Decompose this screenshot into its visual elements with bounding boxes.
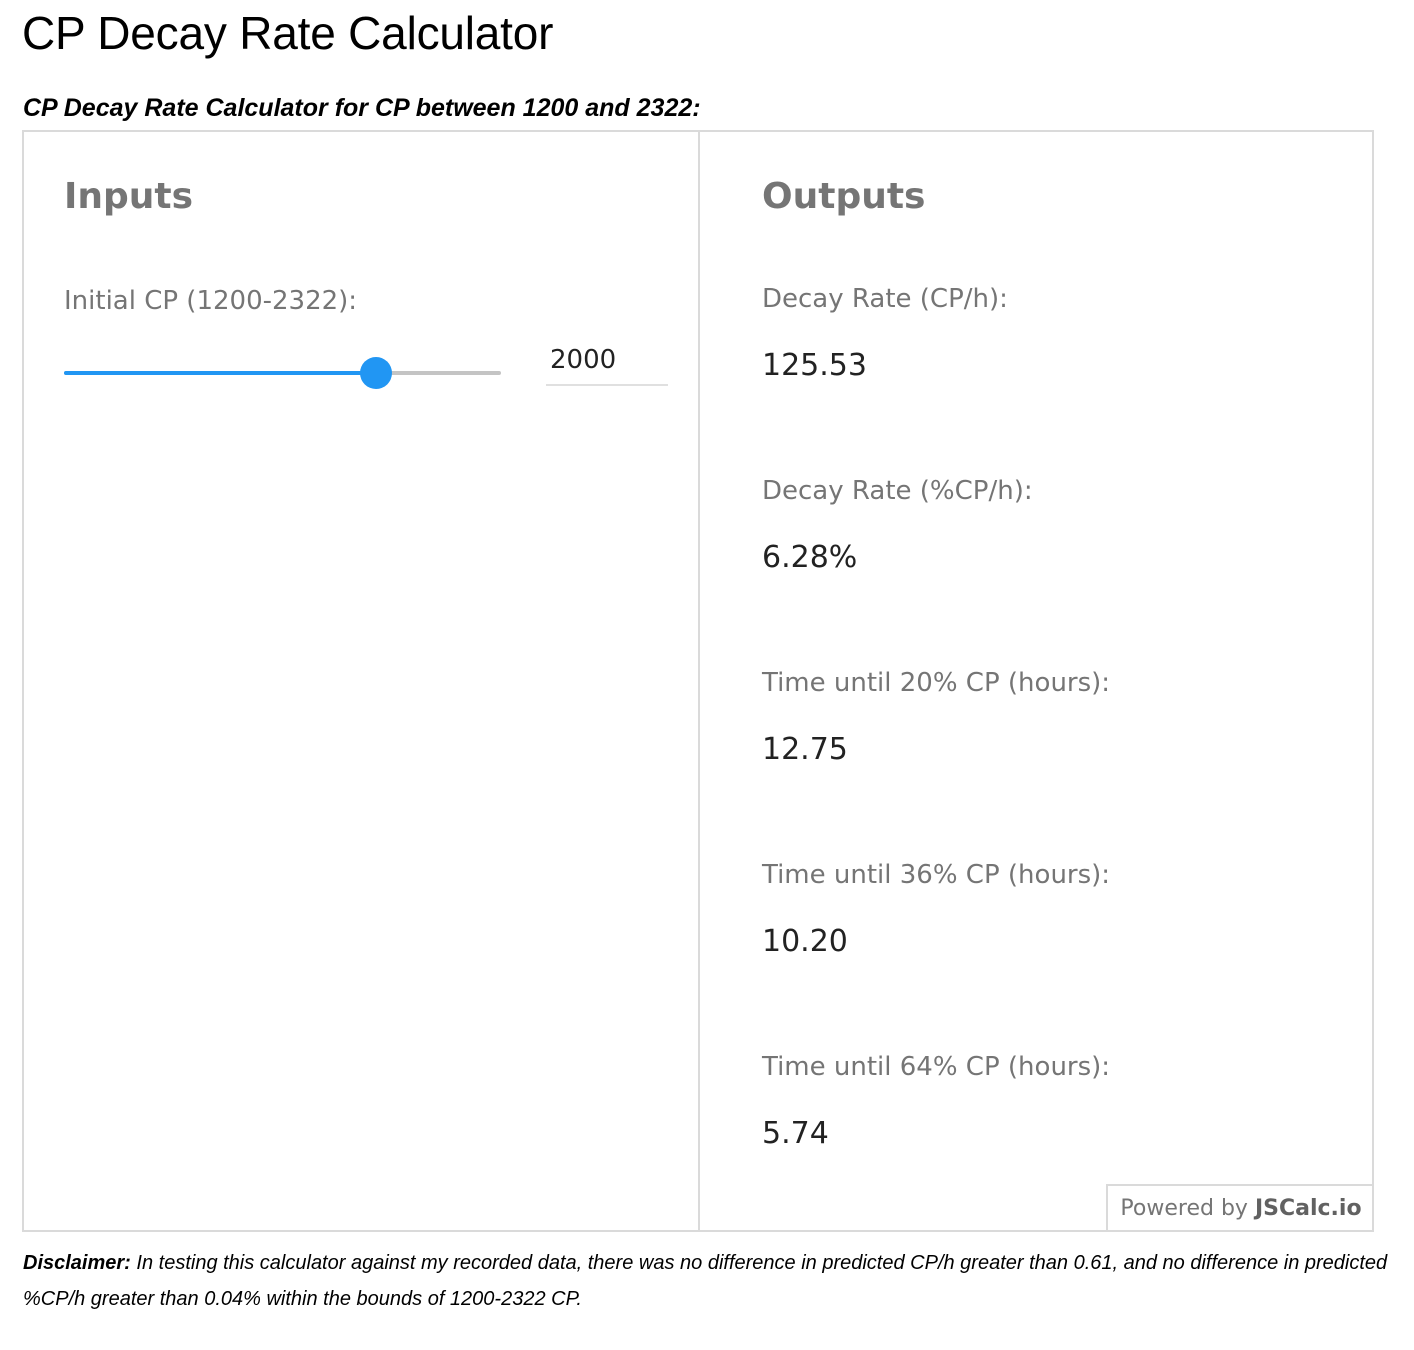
powered-by-prefix: Powered by xyxy=(1120,1195,1248,1221)
disclaimer: Disclaimer: In testing this calculator a… xyxy=(23,1245,1398,1317)
output-value: 5.74 xyxy=(762,1116,829,1151)
output-time-36: Time until 36% CP (hours): 10.20 xyxy=(762,860,1322,959)
calculator-frame: Inputs Initial CP (1200-2322): Outputs D… xyxy=(22,130,1374,1232)
initial-cp-label: Initial CP (1200-2322): xyxy=(64,286,358,316)
output-label: Time until 36% CP (hours): xyxy=(762,860,1111,890)
slider-fill xyxy=(64,371,376,375)
output-decay-rate-cp: Decay Rate (CP/h): 125.53 xyxy=(762,284,1322,383)
output-label: Decay Rate (%CP/h): xyxy=(762,476,1033,506)
outputs-heading: Outputs xyxy=(762,176,926,217)
output-value: 125.53 xyxy=(762,348,867,383)
initial-cp-slider[interactable] xyxy=(64,354,501,390)
output-decay-rate-percent: Decay Rate (%CP/h): 6.28% xyxy=(762,476,1322,575)
initial-cp-input[interactable] xyxy=(546,336,668,386)
inputs-panel: Inputs Initial CP (1200-2322): xyxy=(24,132,700,1230)
powered-by-link[interactable]: Powered by JSCalc.io xyxy=(1106,1184,1374,1230)
output-label: Time until 20% CP (hours): xyxy=(762,668,1111,698)
powered-by-brand: JSCalc.io xyxy=(1254,1195,1362,1221)
output-label: Time until 64% CP (hours): xyxy=(762,1052,1111,1082)
page-title: CP Decay Rate Calculator xyxy=(22,7,554,59)
inputs-heading: Inputs xyxy=(64,176,194,217)
output-time-64: Time until 64% CP (hours): 5.74 xyxy=(762,1052,1322,1151)
output-value: 12.75 xyxy=(762,732,848,767)
output-time-20: Time until 20% CP (hours): 12.75 xyxy=(762,668,1322,767)
output-value: 10.20 xyxy=(762,924,848,959)
output-value: 6.28% xyxy=(762,540,858,575)
disclaimer-lead: Disclaimer: xyxy=(23,1252,131,1274)
slider-thumb[interactable] xyxy=(360,357,392,389)
disclaimer-text: In testing this calculator against my re… xyxy=(23,1252,1388,1310)
output-label: Decay Rate (CP/h): xyxy=(762,284,1008,314)
outputs-panel: Outputs Decay Rate (CP/h): 125.53 Decay … xyxy=(700,132,1374,1230)
page-subtitle: CP Decay Rate Calculator for CP between … xyxy=(23,94,701,122)
